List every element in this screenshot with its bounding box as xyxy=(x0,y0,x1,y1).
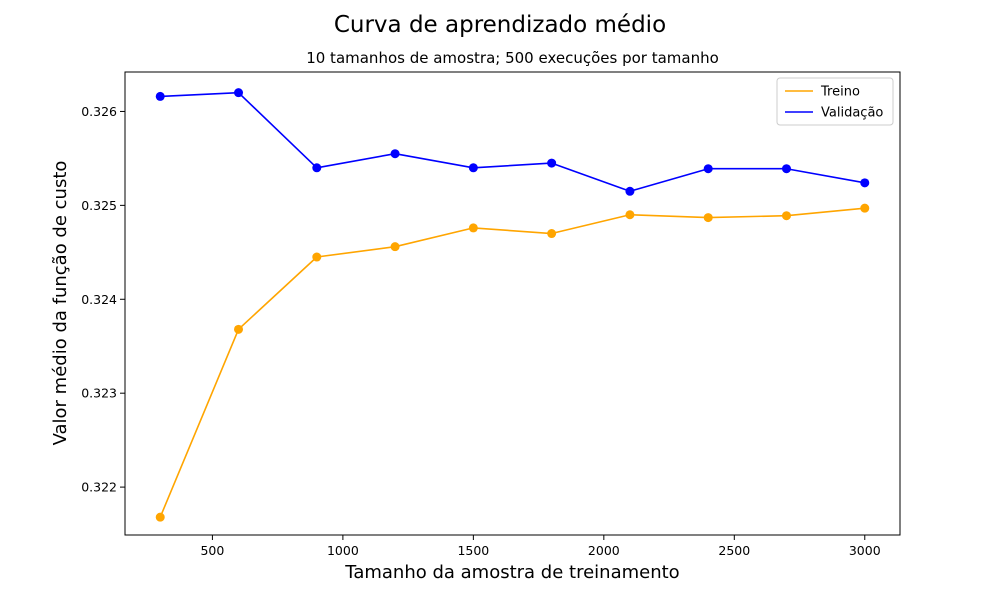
data-point-validacao xyxy=(312,163,322,173)
data-point-treino xyxy=(155,512,165,522)
y-tick-label: 0.323 xyxy=(81,386,117,401)
x-tick-label: 2000 xyxy=(588,543,620,558)
data-point-treino xyxy=(625,210,635,220)
plot-area: 500 1000 1500 2000 2500 3000 0.322 0.323 0.324 0.… xyxy=(81,71,901,558)
y-tick-label: 0.326 xyxy=(81,104,117,119)
legend-label: Validação xyxy=(821,106,883,121)
data-point-treino xyxy=(468,223,478,233)
data-point-validacao xyxy=(625,186,635,196)
plot-frame xyxy=(124,71,901,536)
data-point-treino xyxy=(234,324,244,334)
y-tick-label: 0.325 xyxy=(81,198,117,213)
data-point-treino xyxy=(312,252,322,262)
data-point-validacao xyxy=(781,164,791,174)
x-tick-label: 2500 xyxy=(718,543,750,558)
data-point-validacao xyxy=(234,88,244,98)
y-axis-title: Valor médio da função de custo xyxy=(50,161,71,446)
series-line-validacao xyxy=(160,91,865,193)
data-point-treino xyxy=(547,229,557,239)
data-point-treino xyxy=(390,242,400,252)
legend-label: Treino xyxy=(820,85,860,100)
x-tick-label: 500 xyxy=(200,543,224,558)
x-tick-label: 3000 xyxy=(849,543,881,558)
data-point-treino xyxy=(703,213,713,223)
data-point-validacao xyxy=(547,158,557,168)
data-point-validacao xyxy=(860,178,870,188)
legend-box xyxy=(776,77,894,126)
x-axis-title: Tamanho da amostra de treinamento xyxy=(344,562,679,583)
y-tick-label: 0.324 xyxy=(81,292,117,307)
data-point-treino xyxy=(860,203,870,213)
x-tick-label: 1500 xyxy=(457,543,489,558)
data-point-validacao xyxy=(468,163,478,173)
chart-title: 10 tamanhos de amostra; 500 execuções po… xyxy=(306,49,719,67)
data-point-treino xyxy=(781,211,791,221)
legend: Treino Validação xyxy=(776,77,894,126)
data-point-validacao xyxy=(390,149,400,159)
y-tick-label: 0.322 xyxy=(81,480,117,495)
series-line-treino xyxy=(159,207,865,518)
x-tick-label: 1000 xyxy=(327,543,359,558)
figure-title: Curva de aprendizado médio xyxy=(334,12,666,38)
data-point-validacao xyxy=(155,91,165,101)
data-point-validacao xyxy=(703,164,713,174)
